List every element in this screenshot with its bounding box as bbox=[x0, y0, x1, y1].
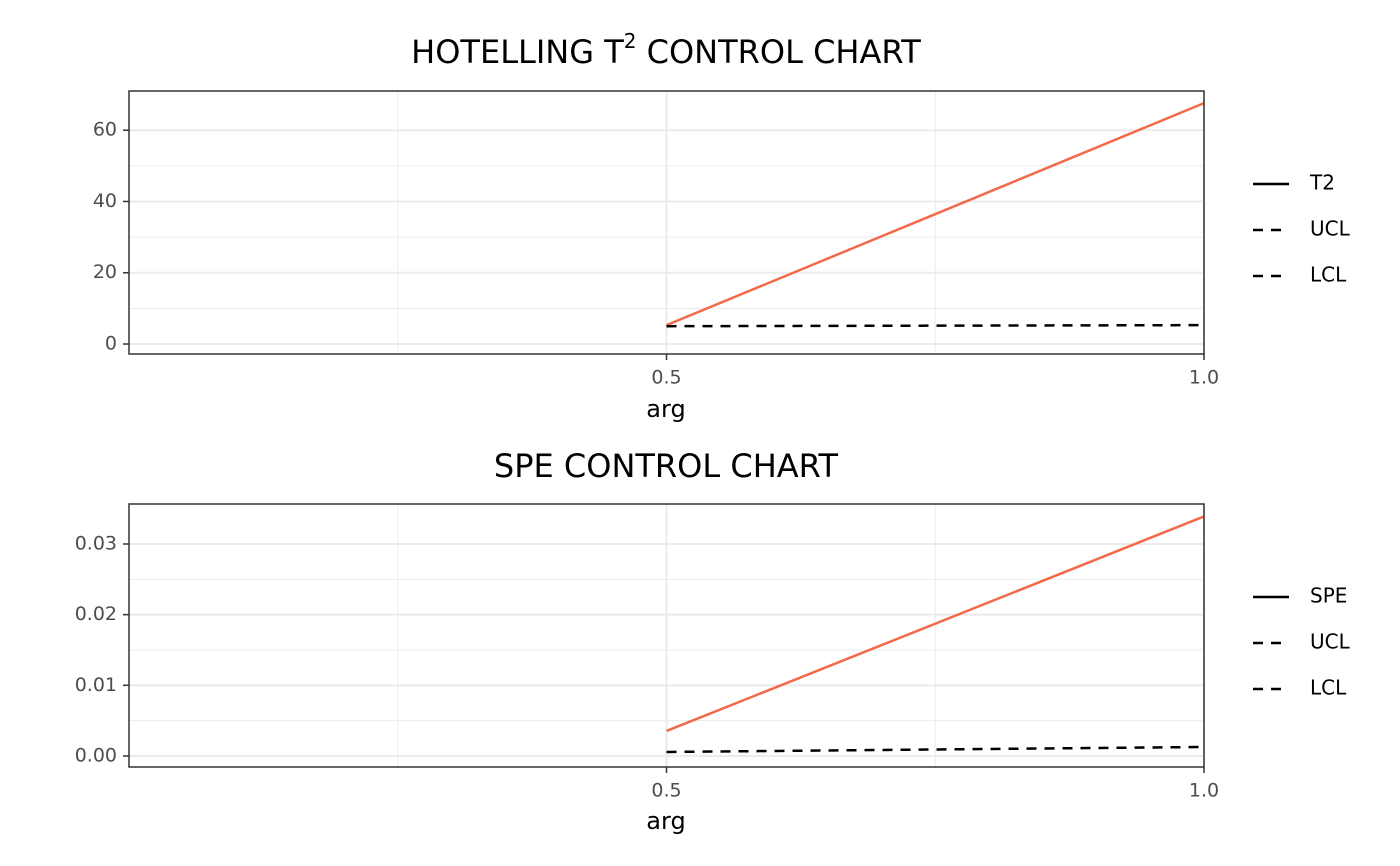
x-tick-label: 0.5 bbox=[651, 367, 681, 389]
title-part: CONTROL CHART bbox=[636, 33, 921, 71]
y-tick-label: 0.03 bbox=[75, 532, 117, 554]
y-tick-label: 0 bbox=[105, 333, 117, 355]
x-axis-label: arg bbox=[646, 395, 685, 423]
title-part: 2 bbox=[624, 29, 637, 53]
title-part: HOTELLING T bbox=[411, 33, 624, 71]
legend-label: LCL bbox=[1310, 263, 1347, 287]
legend-label: UCL bbox=[1310, 630, 1351, 654]
x-axis-label: arg bbox=[646, 807, 685, 835]
y-tick-label: 40 bbox=[93, 190, 117, 212]
chart-title: SPE CONTROL CHART bbox=[494, 447, 839, 485]
y-tick-label: 0.02 bbox=[75, 603, 117, 625]
plot-border bbox=[128, 90, 1205, 355]
plot-border bbox=[128, 503, 1205, 768]
y-tick-label: 20 bbox=[93, 261, 117, 283]
series-line bbox=[666, 515, 1205, 733]
title-part: SPE CONTROL CHART bbox=[494, 447, 839, 485]
series-line bbox=[666, 101, 1205, 327]
x-tick-label: 1.0 bbox=[1189, 780, 1219, 802]
x-tick-label: 1.0 bbox=[1189, 367, 1219, 389]
x-tick-label: 0.5 bbox=[651, 780, 681, 802]
chart-title: HOTELLING T2 CONTROL CHART bbox=[411, 29, 921, 72]
legend-label: T2 bbox=[1309, 171, 1335, 195]
legend-label: UCL bbox=[1310, 217, 1351, 241]
y-tick-label: 0.01 bbox=[75, 674, 117, 696]
y-tick-label: 0.00 bbox=[75, 744, 117, 766]
legend-label: LCL bbox=[1310, 676, 1347, 700]
legend-label: SPE bbox=[1310, 584, 1347, 608]
y-tick-label: 60 bbox=[93, 119, 117, 141]
